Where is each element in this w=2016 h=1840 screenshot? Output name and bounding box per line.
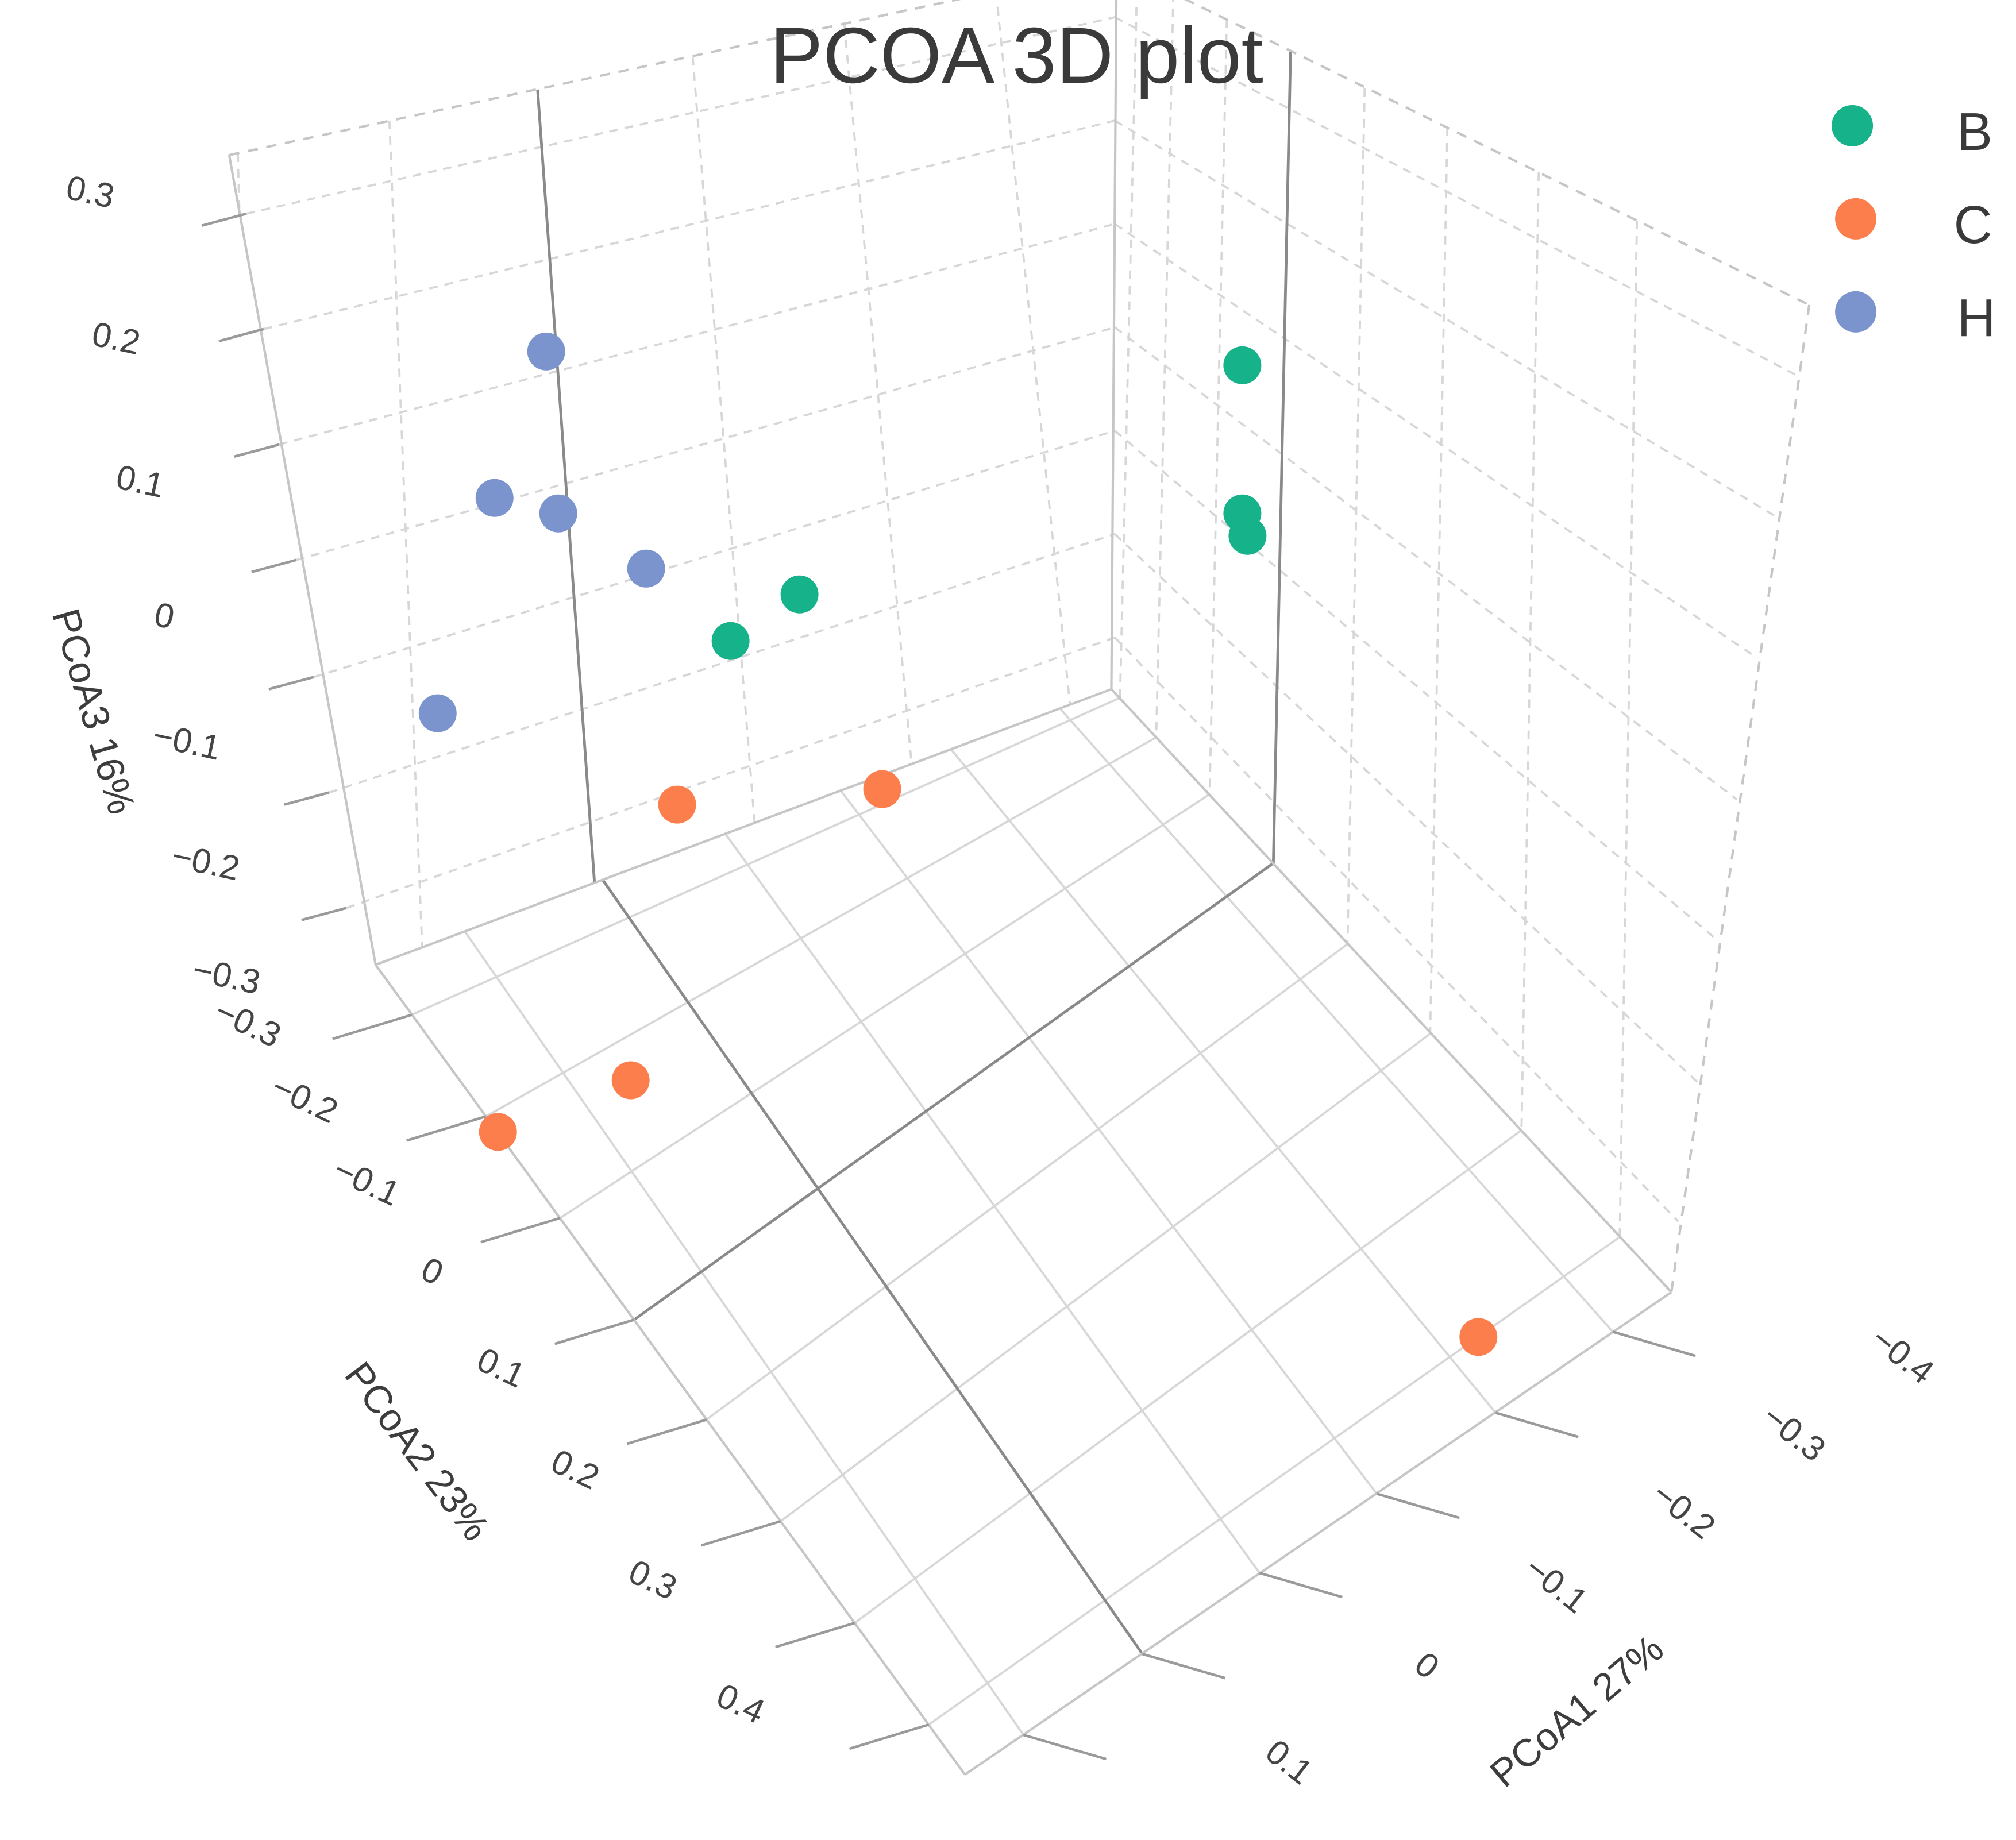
data-point-h-4 <box>627 549 665 588</box>
legend-swatch-b-icon <box>1832 105 1874 146</box>
wall-gridline-pcoa1 <box>996 0 1071 705</box>
wall-gridline-pcoa3 <box>1114 326 1738 801</box>
legend-swatch-c-icon <box>1835 198 1877 240</box>
data-point-b-1 <box>1223 346 1262 384</box>
wall-gridline-pcoa3 <box>1114 637 1679 1222</box>
wall-gridline-pcoa3 <box>1114 223 1759 659</box>
legend: B C H <box>1832 102 1996 348</box>
box-top-edge-right <box>1184 0 1810 306</box>
wall-gridline-pcoa2 <box>1520 172 1540 1131</box>
legend-item-c[interactable]: C <box>1835 195 1992 254</box>
wall-gridline-pcoa2 <box>1119 0 1138 698</box>
wall-gridline-pcoa3 <box>1114 16 1798 377</box>
data-point-h-1 <box>527 332 565 371</box>
wall-gridline-pcoa1 <box>691 56 756 824</box>
box-left-edge <box>228 155 377 965</box>
pcoa3-tick-label: 0.2 <box>88 314 143 362</box>
floor-gridline-pcoa1 <box>724 833 1261 1574</box>
zeroline-pcoa1-wall <box>536 89 596 882</box>
wall-gridline-pcoa3 <box>279 223 1115 446</box>
data-point-c-2 <box>863 770 901 808</box>
tick-mark-pcoa1 <box>1259 1572 1343 1599</box>
tick-mark-pcoa2 <box>554 1318 635 1345</box>
pcoa3-tick-label: 0.1 <box>113 457 167 505</box>
tick-mark-pcoa2 <box>627 1418 707 1445</box>
floor-back-right-edge <box>1110 688 1672 1293</box>
floor-gridline-pcoa1 <box>464 931 1025 1736</box>
pcoa3-tick-label: 0.3 <box>63 168 117 215</box>
tick-mark-pcoa3 <box>251 558 297 573</box>
wall-gridline-pcoa3 <box>346 636 1116 909</box>
floor-gridline-pcoa1 <box>840 790 1378 1495</box>
legend-label-h: H <box>1957 288 1995 348</box>
tick-mark-pcoa3 <box>284 791 330 806</box>
floor-back-left-edge <box>375 688 1112 966</box>
tick-mark-pcoa3 <box>218 327 264 343</box>
tick-mark-pcoa2 <box>332 1013 413 1040</box>
tick-mark-pcoa3 <box>301 907 347 921</box>
tick-mark-pcoa2 <box>774 1622 855 1649</box>
wall-gridline-pcoa3 <box>1114 119 1778 518</box>
wall-gridline-pcoa1 <box>388 120 423 948</box>
tick-mark-pcoa1 <box>1142 1653 1226 1680</box>
floor-axis-edge-pcoa1 <box>964 1291 1672 1776</box>
floor-gridline-pcoa2 <box>485 736 1157 1118</box>
data-point-c-5 <box>1459 1318 1498 1356</box>
data-point-b-4 <box>780 575 819 614</box>
floor-gridline-pcoa2 <box>780 1032 1431 1522</box>
tick-mark-pcoa1 <box>1612 1330 1696 1357</box>
chart-title: PCOA 3D plot <box>770 11 1263 100</box>
wall-gridline-pcoa3 <box>263 119 1115 330</box>
data-point-c-3 <box>479 1113 517 1151</box>
zeroline-pcoa1-floor <box>602 880 1144 1655</box>
wall-gridline-pcoa2 <box>1429 127 1449 1034</box>
wall-gridline-pcoa2 <box>1155 0 1175 738</box>
data-point-c-1 <box>658 785 696 824</box>
tick-mark-pcoa2 <box>480 1217 561 1244</box>
data-point-h-5 <box>418 694 457 732</box>
box-corner-edge <box>1110 0 1118 689</box>
floor-gridline-pcoa2 <box>928 1236 1621 1726</box>
floor-axis-edge-pcoa2 <box>375 964 966 1776</box>
floor-gridline-pcoa1 <box>1059 707 1614 1333</box>
floor-gridline-pcoa2 <box>854 1129 1522 1624</box>
tick-mark-pcoa3 <box>234 443 280 458</box>
legend-label-b: B <box>1957 102 1992 161</box>
tick-mark-pcoa1 <box>1495 1411 1579 1438</box>
floor-gridline-pcoa1 <box>950 749 1497 1414</box>
legend-item-b[interactable]: B <box>1832 102 1992 161</box>
zeroline-pcoa2-wall <box>1271 51 1292 863</box>
legend-label-c: C <box>1953 195 1992 254</box>
wall-gridline-pcoa2 <box>1346 87 1366 944</box>
data-point-h-3 <box>539 494 577 533</box>
data-point-b-5 <box>711 622 750 660</box>
tick-mark-pcoa2 <box>849 1723 930 1750</box>
floor-gridline-pcoa2 <box>706 943 1348 1421</box>
tick-mark-pcoa2 <box>406 1115 487 1142</box>
plot-3d-scene <box>201 0 1811 1776</box>
data-point-b-3 <box>1228 516 1267 555</box>
box-right-edge <box>1670 304 1811 1293</box>
floor-gridline-pcoa2 <box>559 793 1211 1219</box>
wall-gridline-pcoa3 <box>313 429 1115 678</box>
wall-gridline-pcoa3 <box>296 326 1115 561</box>
data-point-c-4 <box>611 1061 650 1100</box>
tick-mark-pcoa3 <box>201 212 247 227</box>
tick-mark-pcoa3 <box>268 676 314 691</box>
tick-mark-pcoa2 <box>700 1520 781 1547</box>
wall-gridline-pcoa2 <box>1208 18 1228 794</box>
legend-swatch-h-icon <box>1835 291 1877 333</box>
tick-mark-pcoa1 <box>1023 1733 1107 1761</box>
legend-item-h[interactable]: H <box>1835 288 1996 348</box>
data-points-layer <box>418 332 1498 1356</box>
wall-gridline-pcoa3 <box>329 533 1116 794</box>
zeroline-pcoa2-floor <box>633 862 1274 1321</box>
floor-gridline-pcoa2 <box>411 696 1121 1016</box>
tick-mark-pcoa1 <box>1376 1492 1460 1519</box>
data-point-h-2 <box>475 479 514 517</box>
